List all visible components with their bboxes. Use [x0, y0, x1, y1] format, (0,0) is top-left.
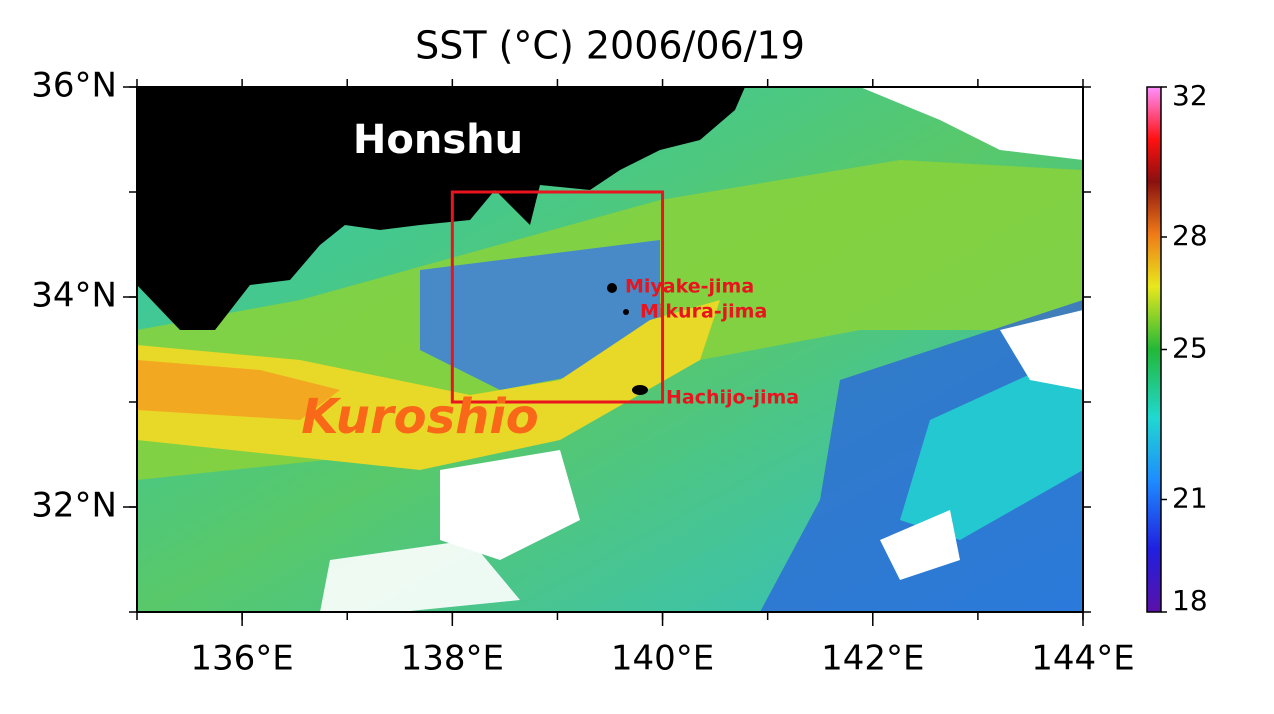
colorbar-tick-label: 32: [1172, 79, 1208, 112]
plot-frame: [136, 86, 1084, 613]
colorbar: [1146, 86, 1162, 613]
place-label: Honshu: [353, 117, 523, 163]
y-tick-label: 32°N: [31, 486, 117, 526]
place-label: Kuroshio: [301, 389, 539, 445]
x-tick-label: 140°E: [611, 639, 714, 679]
place-label: Hachijo-jima: [666, 387, 799, 409]
place-label: Mikura-jima: [640, 301, 767, 323]
place-label: Miyake-jima: [625, 276, 754, 298]
x-tick-label: 136°E: [190, 639, 293, 679]
colorbar-tick-label: 18: [1172, 584, 1208, 617]
x-tick-label: 142°E: [821, 639, 924, 679]
colorbar-tick-label: 21: [1172, 482, 1208, 515]
x-tick-label: 144°E: [1031, 639, 1134, 679]
y-tick-label: 36°N: [31, 66, 117, 106]
x-tick-label: 138°E: [401, 639, 504, 679]
sst-field: [137, 87, 1083, 612]
colorbar-tick-label: 28: [1172, 219, 1208, 252]
study-region: [450, 190, 665, 404]
y-tick-label: 34°N: [31, 276, 117, 316]
title: SST (°C) 2006/06/19: [415, 24, 805, 68]
colorbar-tick-label: 25: [1172, 332, 1208, 365]
